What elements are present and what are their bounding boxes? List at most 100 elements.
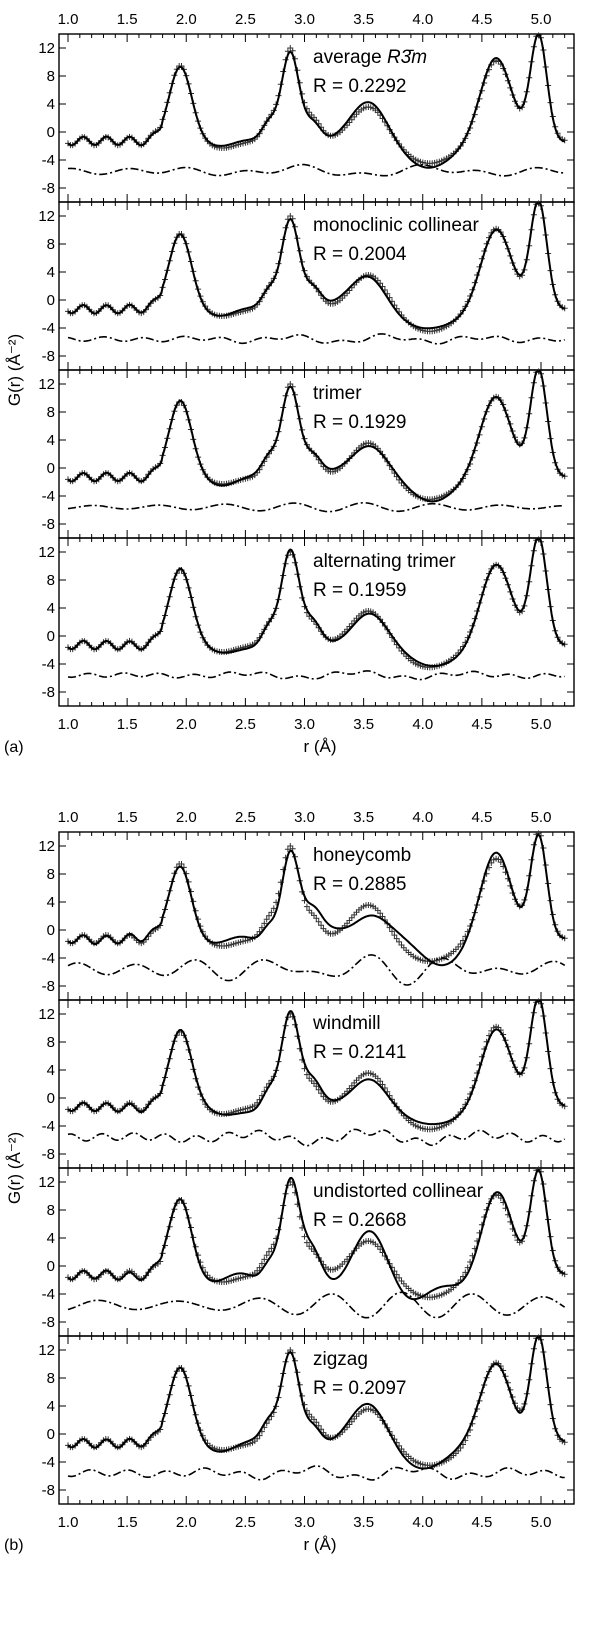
x-tick-bottom: 1.0 [58, 716, 79, 733]
y-tick-label: 4 [47, 894, 55, 911]
subplot: 12 8 4 0 -4 -8 trimer R = 0.1929 [38, 368, 575, 539]
y-tick-label: 0 [47, 1090, 55, 1107]
panel-label: (a) [4, 739, 24, 756]
difference-curve [67, 502, 565, 513]
y-tick-label: -8 [42, 684, 55, 701]
y-axis-label: G(r) (Å⁻²) [5, 1132, 24, 1204]
y-tick-label: -4 [42, 656, 55, 673]
y-tick-label: -8 [42, 180, 55, 197]
y-tick-label: 4 [47, 96, 55, 113]
subplot: 12 8 4 0 -4 -8 undistorted collinear R = 0.2668 [38, 1166, 575, 1337]
y-tick-label: -4 [42, 320, 55, 337]
model-name-label: monoclinic collinear [313, 215, 479, 236]
y-tick-label: 12 [38, 1006, 55, 1023]
y-axis-label: G(r) (Å⁻²) [5, 334, 24, 406]
x-tick-top: 4.5 [471, 809, 492, 826]
x-tick-bottom: 2.0 [176, 1514, 197, 1531]
y-tick-label: 4 [47, 600, 55, 617]
y-tick-label: 12 [38, 544, 55, 561]
y-tick-label: -8 [42, 516, 55, 533]
difference-curve [67, 670, 565, 681]
x-axis-label: r (Å) [303, 737, 336, 756]
subplot: 12 8 4 0 -4 -8 honeycomb R = 0.2885 [38, 830, 575, 1001]
y-tick-label: 12 [38, 376, 55, 393]
r-factor-label: R = 0.1959 [313, 580, 407, 601]
y-tick-label: 4 [47, 432, 55, 449]
y-tick-label: -4 [42, 1454, 55, 1471]
y-tick-label: 8 [47, 404, 55, 421]
model-name-label: undistorted collinear [313, 1181, 484, 1202]
difference-curve [67, 1465, 565, 1481]
calculated-fit-line [67, 370, 566, 503]
y-tick-label: 8 [47, 1370, 55, 1387]
x-tick-bottom: 4.0 [412, 1514, 433, 1531]
y-tick-label: 0 [47, 1426, 55, 1443]
y-tick-label: 8 [47, 1034, 55, 1051]
x-tick-top: 4.0 [412, 809, 433, 826]
model-name-label: windmill [312, 1013, 381, 1034]
x-tick-top: 5.0 [531, 809, 552, 826]
x-tick-bottom: 4.5 [471, 716, 492, 733]
subplot: 12 8 4 0 -4 -8 monoclinic collinear R = 0.2004 [38, 200, 575, 371]
x-tick-top: 2.5 [235, 809, 256, 826]
x-tick-bottom: 1.5 [117, 716, 138, 733]
x-tick-bottom: 2.5 [235, 1514, 256, 1531]
difference-curve [67, 954, 566, 986]
x-tick-bottom: 5.0 [531, 1514, 552, 1531]
y-tick-label: 4 [47, 1230, 55, 1247]
y-tick-label: 0 [47, 922, 55, 939]
x-tick-top: 2.5 [235, 11, 256, 28]
x-tick-top: 2.0 [176, 11, 197, 28]
calculated-fit-line [67, 1000, 566, 1126]
calculated-fit-line [67, 538, 566, 667]
x-tick-bottom: 2.0 [176, 716, 197, 733]
model-name-label: alternating trimer [313, 551, 456, 572]
subplot: 12 8 4 0 -4 -8 zigzag R = 0.2097 [38, 1334, 575, 1505]
calculated-fit-line [67, 1336, 566, 1470]
y-tick-label: -4 [42, 488, 55, 505]
r-factor-label: R = 0.2141 [313, 1042, 407, 1063]
x-tick-top: 3.0 [294, 11, 315, 28]
r-factor-label: R = 0.2004 [313, 244, 407, 265]
calculated-fit-line [67, 202, 566, 330]
y-tick-label: -8 [42, 1314, 55, 1331]
x-tick-top: 3.0 [294, 809, 315, 826]
y-tick-label: -8 [42, 348, 55, 365]
x-tick-top: 4.0 [412, 11, 433, 28]
x-tick-top: 4.5 [471, 11, 492, 28]
calculated-fit-line [67, 34, 566, 169]
y-tick-label: 12 [38, 1174, 55, 1191]
model-name-label: trimer [313, 383, 362, 404]
subplot: 12 8 4 0 -4 -8 alternating trimer R = 0.1959 [38, 536, 575, 707]
y-tick-label: 0 [47, 1258, 55, 1275]
y-tick-label: 8 [47, 236, 55, 253]
y-tick-label: 4 [47, 1062, 55, 1079]
y-tick-label: 0 [47, 460, 55, 477]
x-tick-top: 3.5 [353, 809, 374, 826]
x-tick-bottom: 3.0 [294, 716, 315, 733]
x-tick-bottom: 2.5 [235, 716, 256, 733]
y-tick-label: -8 [42, 1146, 55, 1163]
x-tick-bottom: 3.5 [353, 1514, 374, 1531]
subplot: 12 8 4 0 -4 -8 average R3̄m R = 0.2292 [38, 32, 575, 203]
x-tick-top: 3.5 [353, 11, 374, 28]
x-tick-bottom: 1.0 [58, 1514, 79, 1531]
difference-curve [67, 1128, 566, 1147]
y-tick-label: 4 [47, 1398, 55, 1415]
r-factor-label: R = 0.2668 [313, 1210, 407, 1231]
calculated-fit-line [67, 833, 565, 967]
chart-panel-b: 1.0 1.5 2.0 2.5 3.0 3.5 4.0 4.5 5.0 1.0 1.5 2.0 2.5 3… [4, 809, 575, 1554]
model-name-label: average R3̄m [313, 47, 427, 68]
y-tick-label: -4 [42, 152, 55, 169]
x-tick-bottom: 4.0 [412, 716, 433, 733]
x-tick-top: 1.0 [58, 11, 79, 28]
y-tick-label: -4 [42, 1118, 55, 1135]
y-tick-label: -4 [42, 950, 55, 967]
x-tick-bottom: 4.5 [471, 1514, 492, 1531]
y-tick-label: 12 [38, 838, 55, 855]
difference-curve [68, 163, 565, 177]
x-tick-bottom: 1.5 [117, 1514, 138, 1531]
x-tick-bottom: 5.0 [531, 716, 552, 733]
y-tick-label: -8 [42, 978, 55, 995]
